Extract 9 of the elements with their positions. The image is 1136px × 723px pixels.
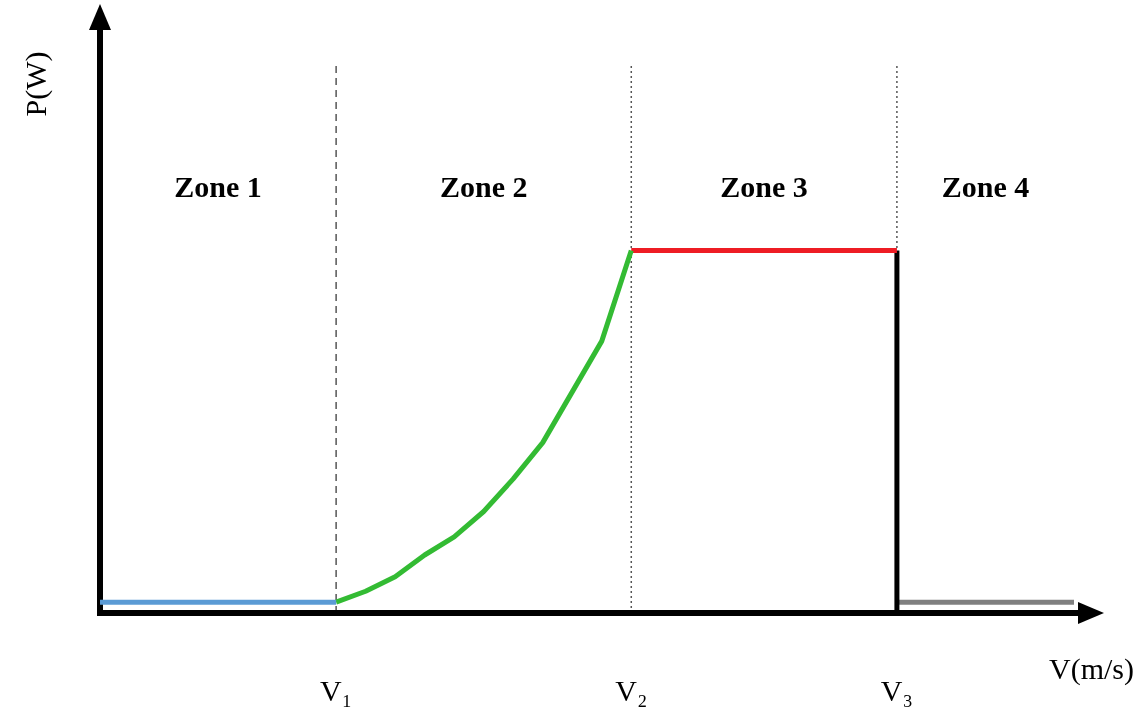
text: Zone 3	[720, 169, 808, 203]
text: Zone 4	[941, 169, 1030, 203]
x-axis-title: V(m/s)	[1049, 651, 1134, 686]
x-tick-label: V₃	[880, 673, 913, 707]
text: Zone 2	[439, 169, 528, 203]
x-tick-label: V₂	[615, 673, 648, 707]
y-axis-title: P(W)	[18, 51, 53, 117]
text: Zone 1	[174, 169, 262, 203]
x-tick-label: V₁	[320, 673, 353, 707]
